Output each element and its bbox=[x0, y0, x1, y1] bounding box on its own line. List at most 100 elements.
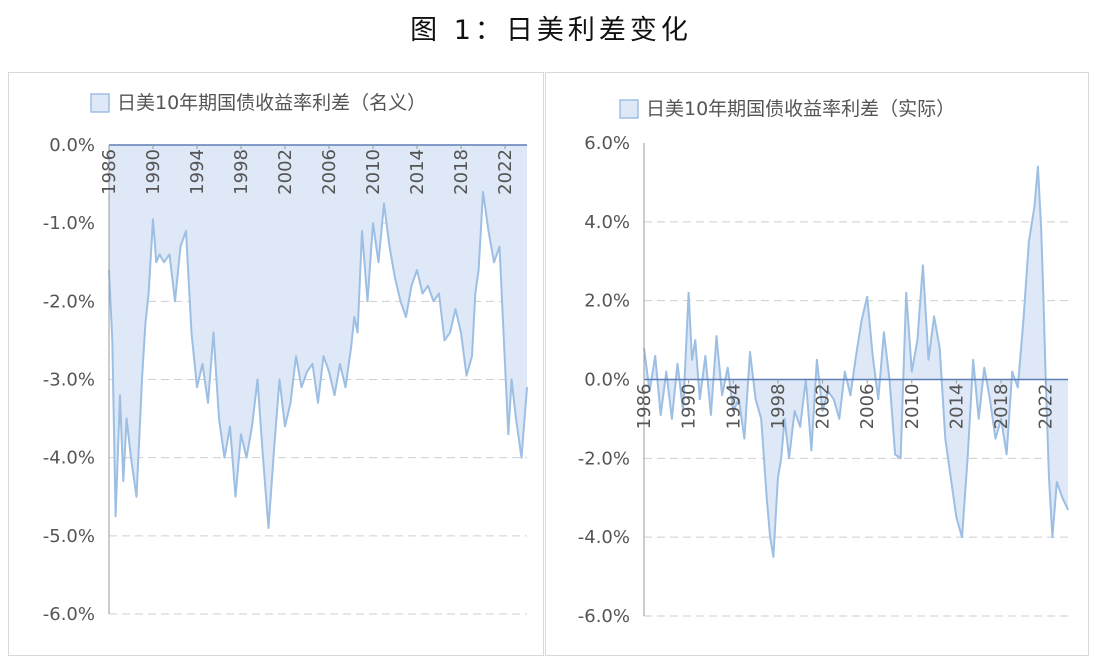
data-point bbox=[471, 355, 473, 357]
y-tick-label: 6.0% bbox=[584, 133, 630, 154]
data-point bbox=[465, 375, 468, 377]
data-point bbox=[1011, 371, 1013, 373]
data-point bbox=[119, 394, 121, 396]
data-point bbox=[122, 480, 124, 482]
data-point bbox=[1037, 166, 1039, 168]
data-point bbox=[989, 398, 991, 400]
data-point bbox=[383, 203, 385, 205]
data-point bbox=[849, 394, 851, 396]
data-point bbox=[317, 402, 319, 404]
data-point bbox=[245, 457, 248, 459]
data-point bbox=[421, 292, 424, 295]
real-spread-chart: 日美10年期国债收益率利差（实际） 6.0% 4.0% 2.0% 0.0% -2.0% -4… bbox=[578, 98, 1069, 627]
data-point bbox=[526, 386, 528, 388]
data-point bbox=[449, 332, 451, 334]
data-point bbox=[344, 386, 347, 388]
x-tick-label: 2018 bbox=[991, 384, 1012, 430]
data-point bbox=[487, 230, 490, 232]
data-point bbox=[682, 410, 684, 412]
y-tick-label: 0.0% bbox=[584, 370, 630, 391]
data-point bbox=[1017, 386, 1019, 388]
data-point bbox=[141, 378, 143, 381]
data-point bbox=[955, 516, 957, 519]
data-point bbox=[688, 292, 690, 294]
x-tick-label: 2010 bbox=[363, 149, 384, 195]
x-tick-label: 2018 bbox=[451, 149, 472, 195]
y-tick-label: 0.0% bbox=[49, 135, 95, 156]
data-point bbox=[1040, 229, 1042, 231]
y-tick-label: -6.0% bbox=[43, 604, 95, 625]
data-point bbox=[438, 292, 440, 295]
data-point bbox=[498, 246, 501, 248]
data-point bbox=[179, 246, 182, 248]
data-point bbox=[671, 418, 673, 420]
data-point bbox=[927, 359, 930, 361]
data-point bbox=[328, 371, 330, 373]
data-point bbox=[159, 253, 161, 255]
data-point bbox=[1048, 477, 1050, 479]
data-point bbox=[978, 418, 980, 420]
series-line bbox=[108, 190, 528, 529]
y-tick-label: -1.0% bbox=[43, 213, 95, 234]
data-point bbox=[511, 378, 513, 381]
data-point bbox=[223, 457, 226, 459]
data-point bbox=[911, 371, 913, 373]
data-point bbox=[916, 339, 918, 341]
data-point bbox=[821, 410, 824, 412]
data-point bbox=[478, 269, 480, 271]
real-spread-chart-panel: 日美10年期国债收益率利差（实际） 6.0% 4.0% 2.0% 0.0% -2.0% -4… bbox=[545, 72, 1089, 656]
data-point bbox=[399, 300, 402, 302]
data-point bbox=[894, 453, 896, 455]
data-point bbox=[866, 296, 868, 298]
data-point bbox=[810, 449, 812, 451]
data-point bbox=[1006, 453, 1008, 455]
data-point bbox=[278, 378, 281, 381]
data-point bbox=[900, 457, 902, 459]
data-point bbox=[405, 316, 407, 318]
data-point bbox=[905, 292, 907, 294]
x-tick-label: 1998 bbox=[768, 384, 789, 430]
x-tick-label: 2006 bbox=[857, 384, 878, 430]
data-point bbox=[163, 261, 165, 263]
data-point bbox=[152, 218, 154, 220]
legend: 日美10年期国债收益率利差（名义） bbox=[90, 92, 426, 114]
data-point bbox=[721, 394, 723, 396]
data-point bbox=[493, 261, 495, 263]
data-point bbox=[443, 339, 446, 341]
data-point bbox=[691, 359, 693, 361]
data-point bbox=[1051, 536, 1053, 538]
data-point bbox=[1033, 205, 1036, 207]
x-tick-label: 1986 bbox=[634, 384, 655, 430]
data-point bbox=[872, 355, 874, 357]
data-point bbox=[234, 496, 237, 498]
y-tick-label: -5.0% bbox=[43, 526, 95, 547]
data-point bbox=[388, 246, 391, 248]
data-point bbox=[372, 222, 374, 224]
x-tick-label: 2002 bbox=[275, 149, 296, 195]
data-point bbox=[749, 351, 751, 353]
data-point bbox=[827, 390, 829, 392]
data-point bbox=[168, 253, 171, 255]
data-point bbox=[148, 292, 150, 295]
x-tick-label: 2022 bbox=[495, 149, 516, 195]
y-tick-label: -4.0% bbox=[43, 448, 95, 469]
series-line bbox=[643, 165, 1069, 558]
data-point bbox=[772, 556, 774, 558]
data-point bbox=[760, 418, 762, 420]
data-point bbox=[883, 331, 885, 333]
legend-label: 日美10年期国债收益率利差（实际） bbox=[646, 98, 955, 120]
data-point bbox=[704, 355, 706, 357]
data-point bbox=[190, 332, 193, 334]
data-point bbox=[660, 414, 662, 416]
data-point bbox=[699, 398, 701, 400]
data-point bbox=[115, 515, 117, 517]
data-point bbox=[844, 371, 846, 373]
data-point bbox=[130, 457, 132, 459]
data-point bbox=[794, 410, 796, 412]
y-tick-label: 4.0% bbox=[584, 212, 630, 233]
data-point bbox=[922, 264, 924, 266]
data-point bbox=[738, 398, 740, 400]
data-point bbox=[311, 363, 314, 365]
data-point bbox=[339, 363, 341, 365]
y-tick-label: -6.0% bbox=[578, 606, 630, 627]
